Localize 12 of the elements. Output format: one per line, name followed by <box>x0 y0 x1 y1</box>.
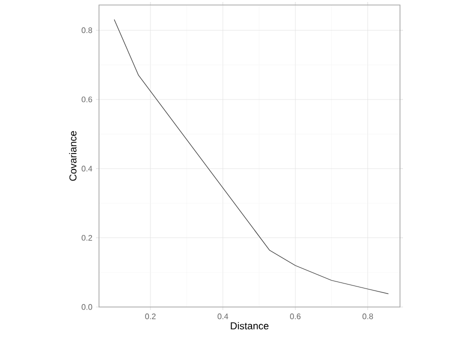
y-tick-label: 0.4 <box>82 166 92 172</box>
x-tick-label: 0.4 <box>218 314 228 320</box>
line-series <box>114 19 389 294</box>
y-tick-label: 0.2 <box>82 234 92 241</box>
x-tick-label: 0.2 <box>145 314 156 320</box>
x-axis-title: Distance <box>230 322 268 330</box>
y-tick-label: 0.8 <box>82 27 92 34</box>
y-tick-label: 0.6 <box>82 96 92 102</box>
y-tick-label: 0.0 <box>82 304 92 310</box>
x-tick-label: 0.6 <box>290 314 301 320</box>
y-axis-title: Covariance <box>69 131 76 181</box>
x-tick-label: 0.8 <box>362 314 373 320</box>
